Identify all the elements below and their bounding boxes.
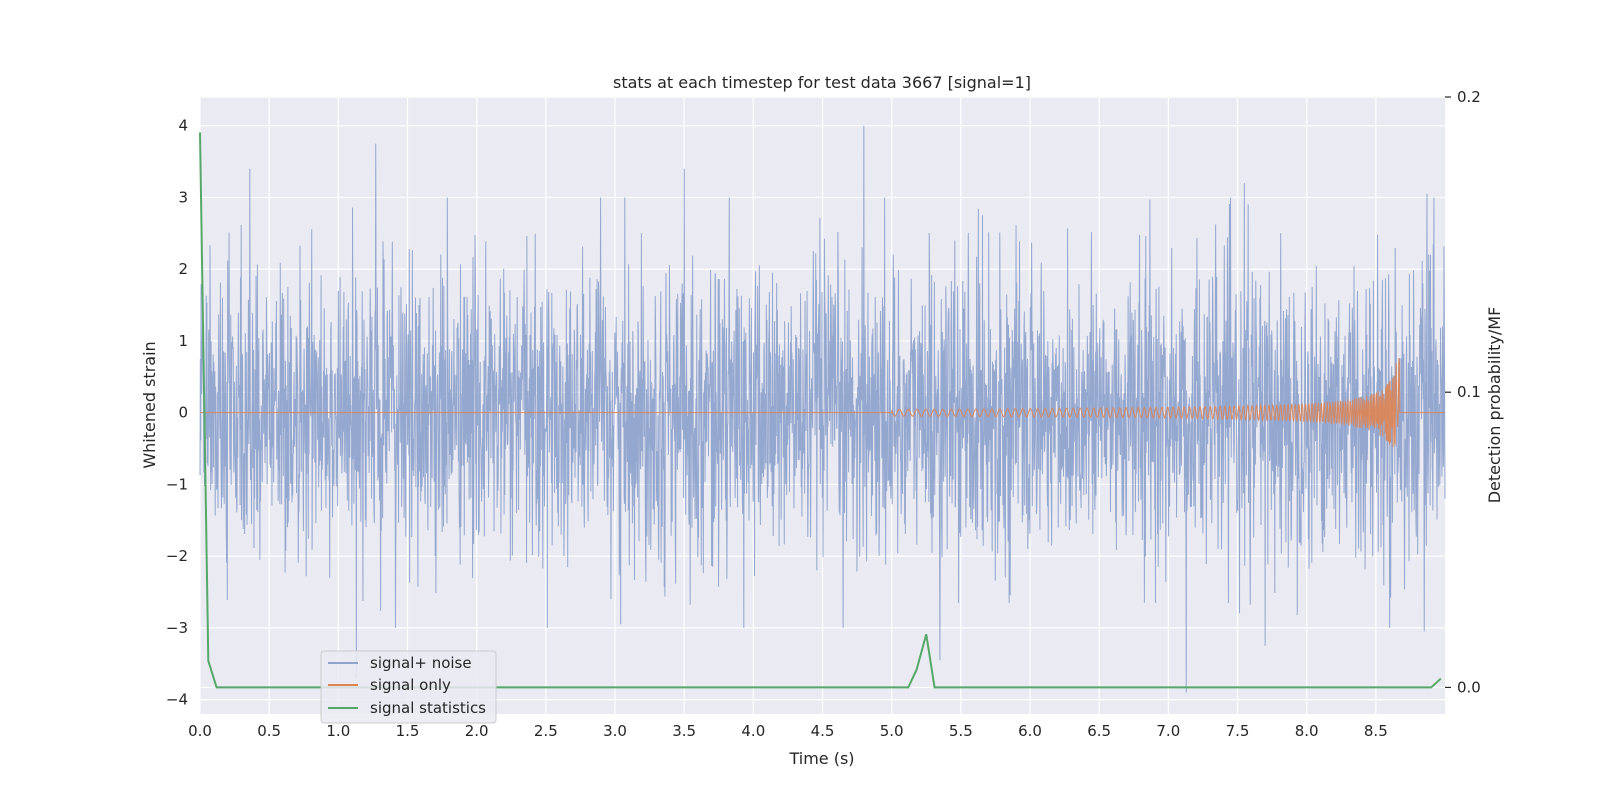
y2-tick-label: 0.2 xyxy=(1457,88,1481,106)
x-tick-label: 7.5 xyxy=(1226,722,1250,740)
y-tick-label: 2 xyxy=(178,260,188,278)
x-tick-label: 1.5 xyxy=(396,722,420,740)
x-axis-label: Time (s) xyxy=(788,749,854,768)
x-tick-label: 7.0 xyxy=(1156,722,1180,740)
y2-tick-label: 0.1 xyxy=(1457,383,1481,401)
x-tick-label: 8.0 xyxy=(1295,722,1319,740)
legend-box xyxy=(320,650,497,724)
y-tick-label: −3 xyxy=(166,619,188,637)
series-layer xyxy=(199,125,1446,693)
legend-label-stats: signal statistics xyxy=(370,699,486,717)
y-tick-label: 0 xyxy=(178,404,188,422)
x-tick-label: 4.5 xyxy=(811,722,835,740)
y-axis-label: Whitened strain xyxy=(140,341,159,468)
x-tick-label: 6.0 xyxy=(1018,722,1042,740)
legend-label-signal: signal only xyxy=(370,676,451,694)
series-signal-statistics xyxy=(199,132,1442,689)
y2-axis-label: Detection probability/MF xyxy=(1485,307,1504,504)
y-tick-label: −2 xyxy=(166,547,188,565)
x-tick-label: 4.0 xyxy=(741,722,765,740)
y2-tick-label: 0.0 xyxy=(1457,678,1481,696)
series-signal-noise xyxy=(199,125,1446,693)
x-tick-label: 8.5 xyxy=(1364,722,1388,740)
x-tick-label: 5.0 xyxy=(880,722,904,740)
y-tick-label: 1 xyxy=(178,332,188,350)
y-tick-label: −4 xyxy=(166,691,188,709)
x-tick-label: 2.0 xyxy=(465,722,489,740)
x-tick-label: 5.5 xyxy=(949,722,973,740)
axes: 0.0 0.5 1.0 1.5 2.0 2.5 3.0 3.5 4.0 4.5 5.0 5.5 6.0 6… xyxy=(166,88,1481,740)
x-tick-label: 2.5 xyxy=(534,722,558,740)
x-tick-label: 3.5 xyxy=(672,722,696,740)
x-tick-label: 3.0 xyxy=(603,722,627,740)
series-signal-only xyxy=(200,358,1445,448)
y-tick-label: −1 xyxy=(166,475,188,493)
legend-label-noise: signal+ noise xyxy=(370,654,472,672)
x-tick-label: 6.5 xyxy=(1087,722,1111,740)
chart-title: stats at each timestep for test data 366… xyxy=(613,73,1031,92)
x-tick-label: 0.5 xyxy=(257,722,281,740)
legend: signal+ noise signal only signal statist… xyxy=(320,650,497,724)
x-tick-label: 0.0 xyxy=(188,722,212,740)
x-tick-label: 1.0 xyxy=(326,722,350,740)
y-tick-label: 3 xyxy=(178,188,188,206)
y-tick-label: 4 xyxy=(178,117,188,135)
